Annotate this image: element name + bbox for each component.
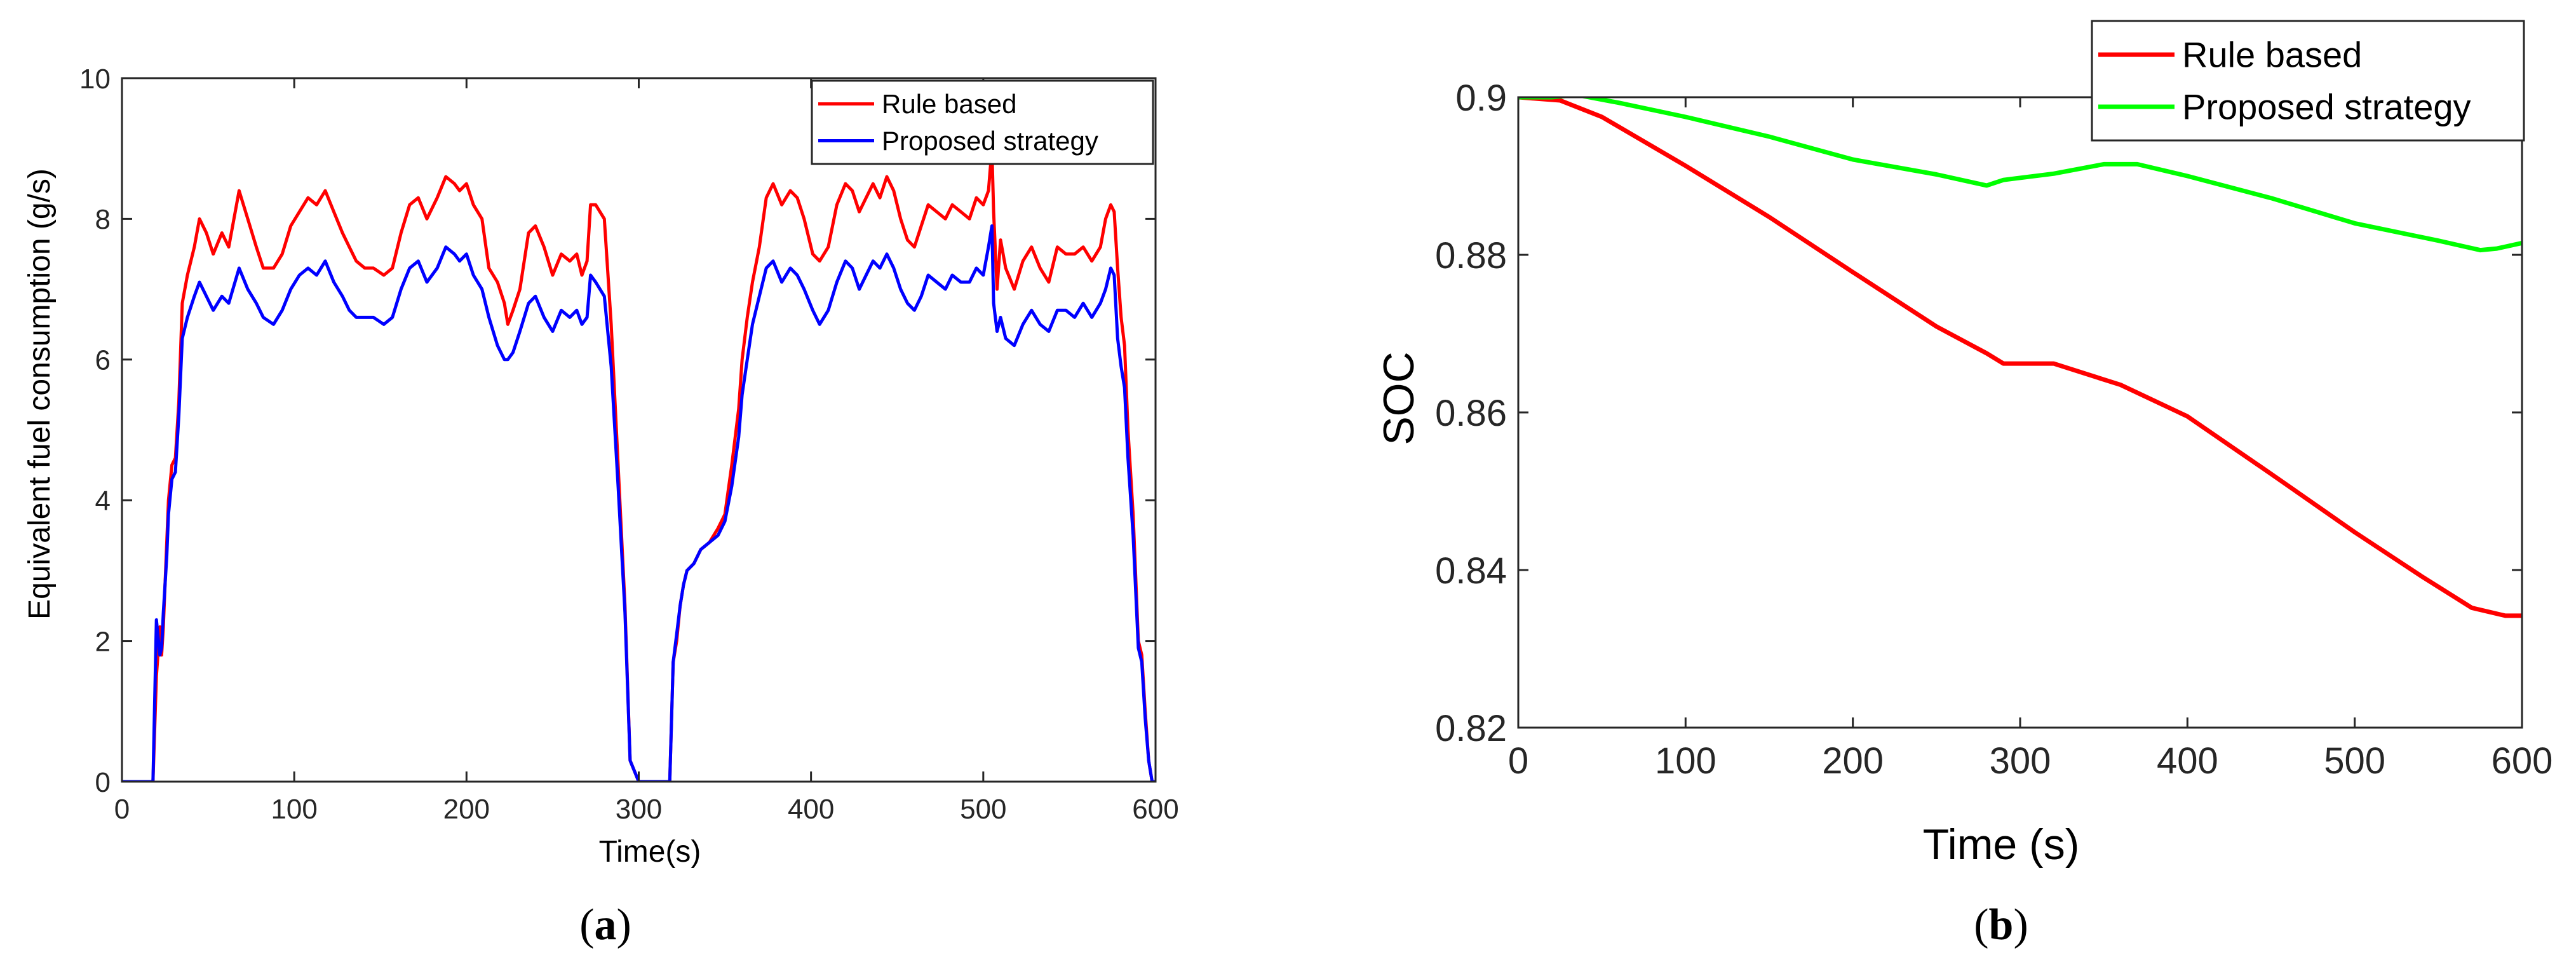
chart-a-legend-label: Rule based: [882, 89, 1016, 119]
chart-b-xtick-label: 300: [1990, 740, 2051, 782]
chart-a-xtick-label: 0: [114, 794, 130, 825]
chart-a-legend-label: Proposed strategy: [882, 126, 1098, 156]
caption-close-paren: ): [2013, 900, 2028, 949]
chart-b-xtick-label: 100: [1655, 740, 1716, 782]
chart-b-background: [1518, 97, 2522, 728]
chart-a-background: [122, 78, 1156, 782]
chart-b-caption: (b): [1974, 900, 2028, 949]
chart-b-legend-label: Rule based: [2182, 35, 2362, 75]
chart-a-ytick-label: 0: [95, 767, 111, 798]
chart-b-ytick-label: 0.88: [1435, 235, 1507, 276]
chart-b-ytick-label: 0.9: [1455, 78, 1507, 119]
chart-b-ytick-label: 0.82: [1435, 708, 1507, 749]
chart-a-series-line-2: [122, 224, 1156, 782]
chart-a-ytick-label: 4: [95, 486, 111, 517]
chart-a-xtick-label: 600: [1132, 794, 1178, 825]
chart-b-legend: [2091, 20, 2525, 142]
caption-letter: a: [595, 900, 617, 949]
chart-panel-b: 0 100 200 300 400 500 600 0.82 0.84 0.86 0.88 0.9 Ru…: [1375, 20, 2553, 949]
chart-b-xtick-label: 600: [2492, 740, 2553, 782]
chart-b-ytick-label: 0.86: [1435, 393, 1507, 434]
chart-a-ytick-label: 6: [95, 345, 111, 376]
caption-close-paren: ): [617, 900, 631, 949]
chart-panel-a: 0 100 200 300 400 500 600 0 2 4 6 8 10 Rule based Prop…: [23, 64, 1179, 949]
chart-a-ytick-label: 8: [95, 204, 111, 235]
chart-a-xtick-label: 300: [616, 794, 662, 825]
chart-b-ylabel: SOC: [1375, 351, 1423, 445]
chart-a-ylabel: Equivalent fuel consumption (g/s): [23, 168, 57, 620]
chart-b-xlabel: Time (s): [1923, 820, 2080, 869]
chart-a-xtick-label: 500: [960, 794, 1006, 825]
chart-b-xtick-label: 400: [2157, 740, 2218, 782]
caption-open-paren: (: [579, 900, 594, 949]
chart-b-series-line-1: [1518, 97, 2522, 618]
chart-a-xtick-label: 100: [271, 794, 317, 825]
chart-a-xtick-label: 200: [443, 794, 490, 825]
chart-b-xtick-label: 0: [1508, 740, 1528, 782]
chart-b-xtick-label: 200: [1822, 740, 1884, 782]
chart-b-plot-area: 0 100 200 300 400 500 600 0.82 0.84 0.86 0.88 0.9 Ru…: [1435, 20, 2553, 782]
chart-b-xtick-label: 500: [2324, 740, 2385, 782]
chart-a-xtick-label: 400: [788, 794, 834, 825]
chart-a-plot-area: 0 100 200 300 400 500 600 0 2 4 6 8 10 Rule based Prop…: [79, 64, 1179, 825]
chart-a-ytick-label: 2: [95, 626, 111, 657]
chart-b-series-line-2: [1518, 97, 2522, 253]
chart-a-ytick-label: 10: [79, 64, 111, 95]
chart-a-xlabel: Time(s): [599, 835, 701, 869]
caption-letter: b: [1989, 900, 2014, 949]
caption-open-paren: (: [1974, 900, 1988, 949]
chart-b-ytick-label: 0.84: [1435, 550, 1507, 592]
chart-b-legend-label: Proposed strategy: [2182, 87, 2471, 127]
chart-a-legend: [811, 79, 1154, 165]
chart-a-caption: (a): [579, 900, 631, 949]
